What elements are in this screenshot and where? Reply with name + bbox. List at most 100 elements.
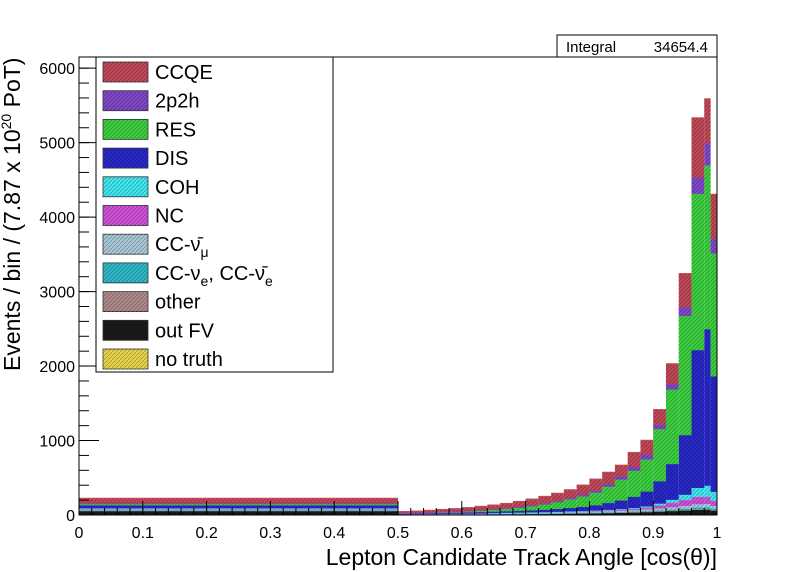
bar-hatch [653,511,666,515]
legend-swatch-hatch [103,176,148,197]
bar-hatch [710,376,717,492]
bar-hatch [576,496,590,507]
bar-hatch [576,506,590,512]
legend-swatch-hatch [103,262,148,283]
bar-hatch [640,509,654,512]
bar-hatch [710,508,717,511]
bar-hatch [551,509,564,512]
x-tick-label: 0.8 [578,525,600,542]
bar-hatch [665,363,679,384]
bar-hatch [691,177,705,194]
x-tick-label: 0.7 [514,525,536,542]
bar-hatch [627,512,641,515]
bar-hatch [665,464,679,500]
bar-hatch [551,513,564,515]
axes: 0 0.1 0.2 0.3 0.4 0.5 0.6 0.7 0.8 0.9 1 0 1000 2000 30… [39,61,721,542]
bar-hatch [614,479,628,501]
bar-hatch [704,165,711,330]
bar-hatch [710,510,717,515]
bar-hatch [512,501,526,508]
bar-hatch [512,513,526,515]
bar-hatch [576,513,590,515]
y-tick-label: 1000 [39,434,75,451]
x-tick-label: 0.9 [642,525,664,542]
x-tick-label: 0.2 [195,525,217,542]
bar-hatch [538,509,552,513]
x-tick-label: 0.5 [387,525,409,542]
bar-hatch [525,506,539,511]
y-tick-label: 0 [66,508,75,525]
y-tick-label: 2000 [39,359,75,376]
bar-hatch [691,117,705,178]
bar-hatch [665,502,679,508]
legend-label: out FV [155,320,215,342]
legend-swatch-hatch [103,119,148,140]
bar-hatch [678,500,692,506]
legend-label: 2p2h [155,91,200,113]
bar-hatch [678,505,692,509]
bar-hatch [710,500,717,507]
y-axis-label: Events / bin / (7.87 x 1020 PoT) [0,58,25,371]
bar-hatch [449,508,462,512]
y-tick-label: 5000 [39,136,75,153]
bar-hatch [79,503,398,506]
x-tick-label: 0.4 [323,525,345,542]
bar-hatch [653,424,666,430]
bar-hatch [627,452,641,467]
bar-hatch [500,503,513,509]
legend-swatch-hatch [103,320,148,341]
bar-hatch [653,481,666,504]
y-tick-label: 6000 [39,61,75,78]
legend-swatch-hatch [103,234,148,255]
bar-hatch [691,488,705,497]
bar-hatch [602,472,615,485]
bar-hatch [691,496,705,505]
bar-hatch [563,499,577,509]
bar-hatch [398,511,411,514]
x-tick-label: 0.3 [259,525,281,542]
legend-swatch-hatch [103,291,148,312]
bar-hatch [665,499,679,503]
bar-hatch [691,509,705,515]
bar-hatch [487,505,501,510]
bar-hatch [589,479,603,491]
bar-hatch [512,507,526,511]
legend-label: RES [155,119,196,141]
bar-hatch [704,509,711,515]
bar-hatch [563,513,577,515]
bar-hatch [678,307,692,317]
bar-hatch [704,329,711,486]
x-tick-label: 0.1 [132,525,154,542]
bar-hatch [678,510,692,515]
bar-hatch [589,505,603,511]
bar-hatch [563,489,577,499]
bar-hatch [410,511,424,513]
bar-hatch [665,383,679,390]
bar-hatch [704,98,711,144]
bar-hatch [678,508,692,511]
bar-hatch [653,409,666,425]
y-tick-label: 3000 [39,285,75,302]
histogram-bars [79,98,717,516]
bar-hatch [551,501,564,503]
bar-hatch [538,513,552,515]
bar-hatch [589,490,603,493]
bar-hatch [602,486,615,504]
stats-box: Integral 34654.4 [556,34,718,58]
bar-hatch [678,494,692,501]
legend-label: DIS [155,148,188,170]
bar-hatch [653,503,666,506]
x-axis-label: Lepton Candidate Track Angle [cos(θ)] [326,544,717,570]
bar-hatch [627,470,641,497]
bar-hatch [691,504,705,508]
bar-hatch [436,509,450,512]
bar-hatch [665,507,679,510]
bar-hatch [500,509,513,512]
bar-hatch [627,508,641,511]
bar-hatch [538,496,552,504]
legend-label: other [155,292,201,314]
bar-hatch [602,484,615,487]
x-tick-label: 1 [713,525,722,542]
bar-hatch [640,491,654,507]
